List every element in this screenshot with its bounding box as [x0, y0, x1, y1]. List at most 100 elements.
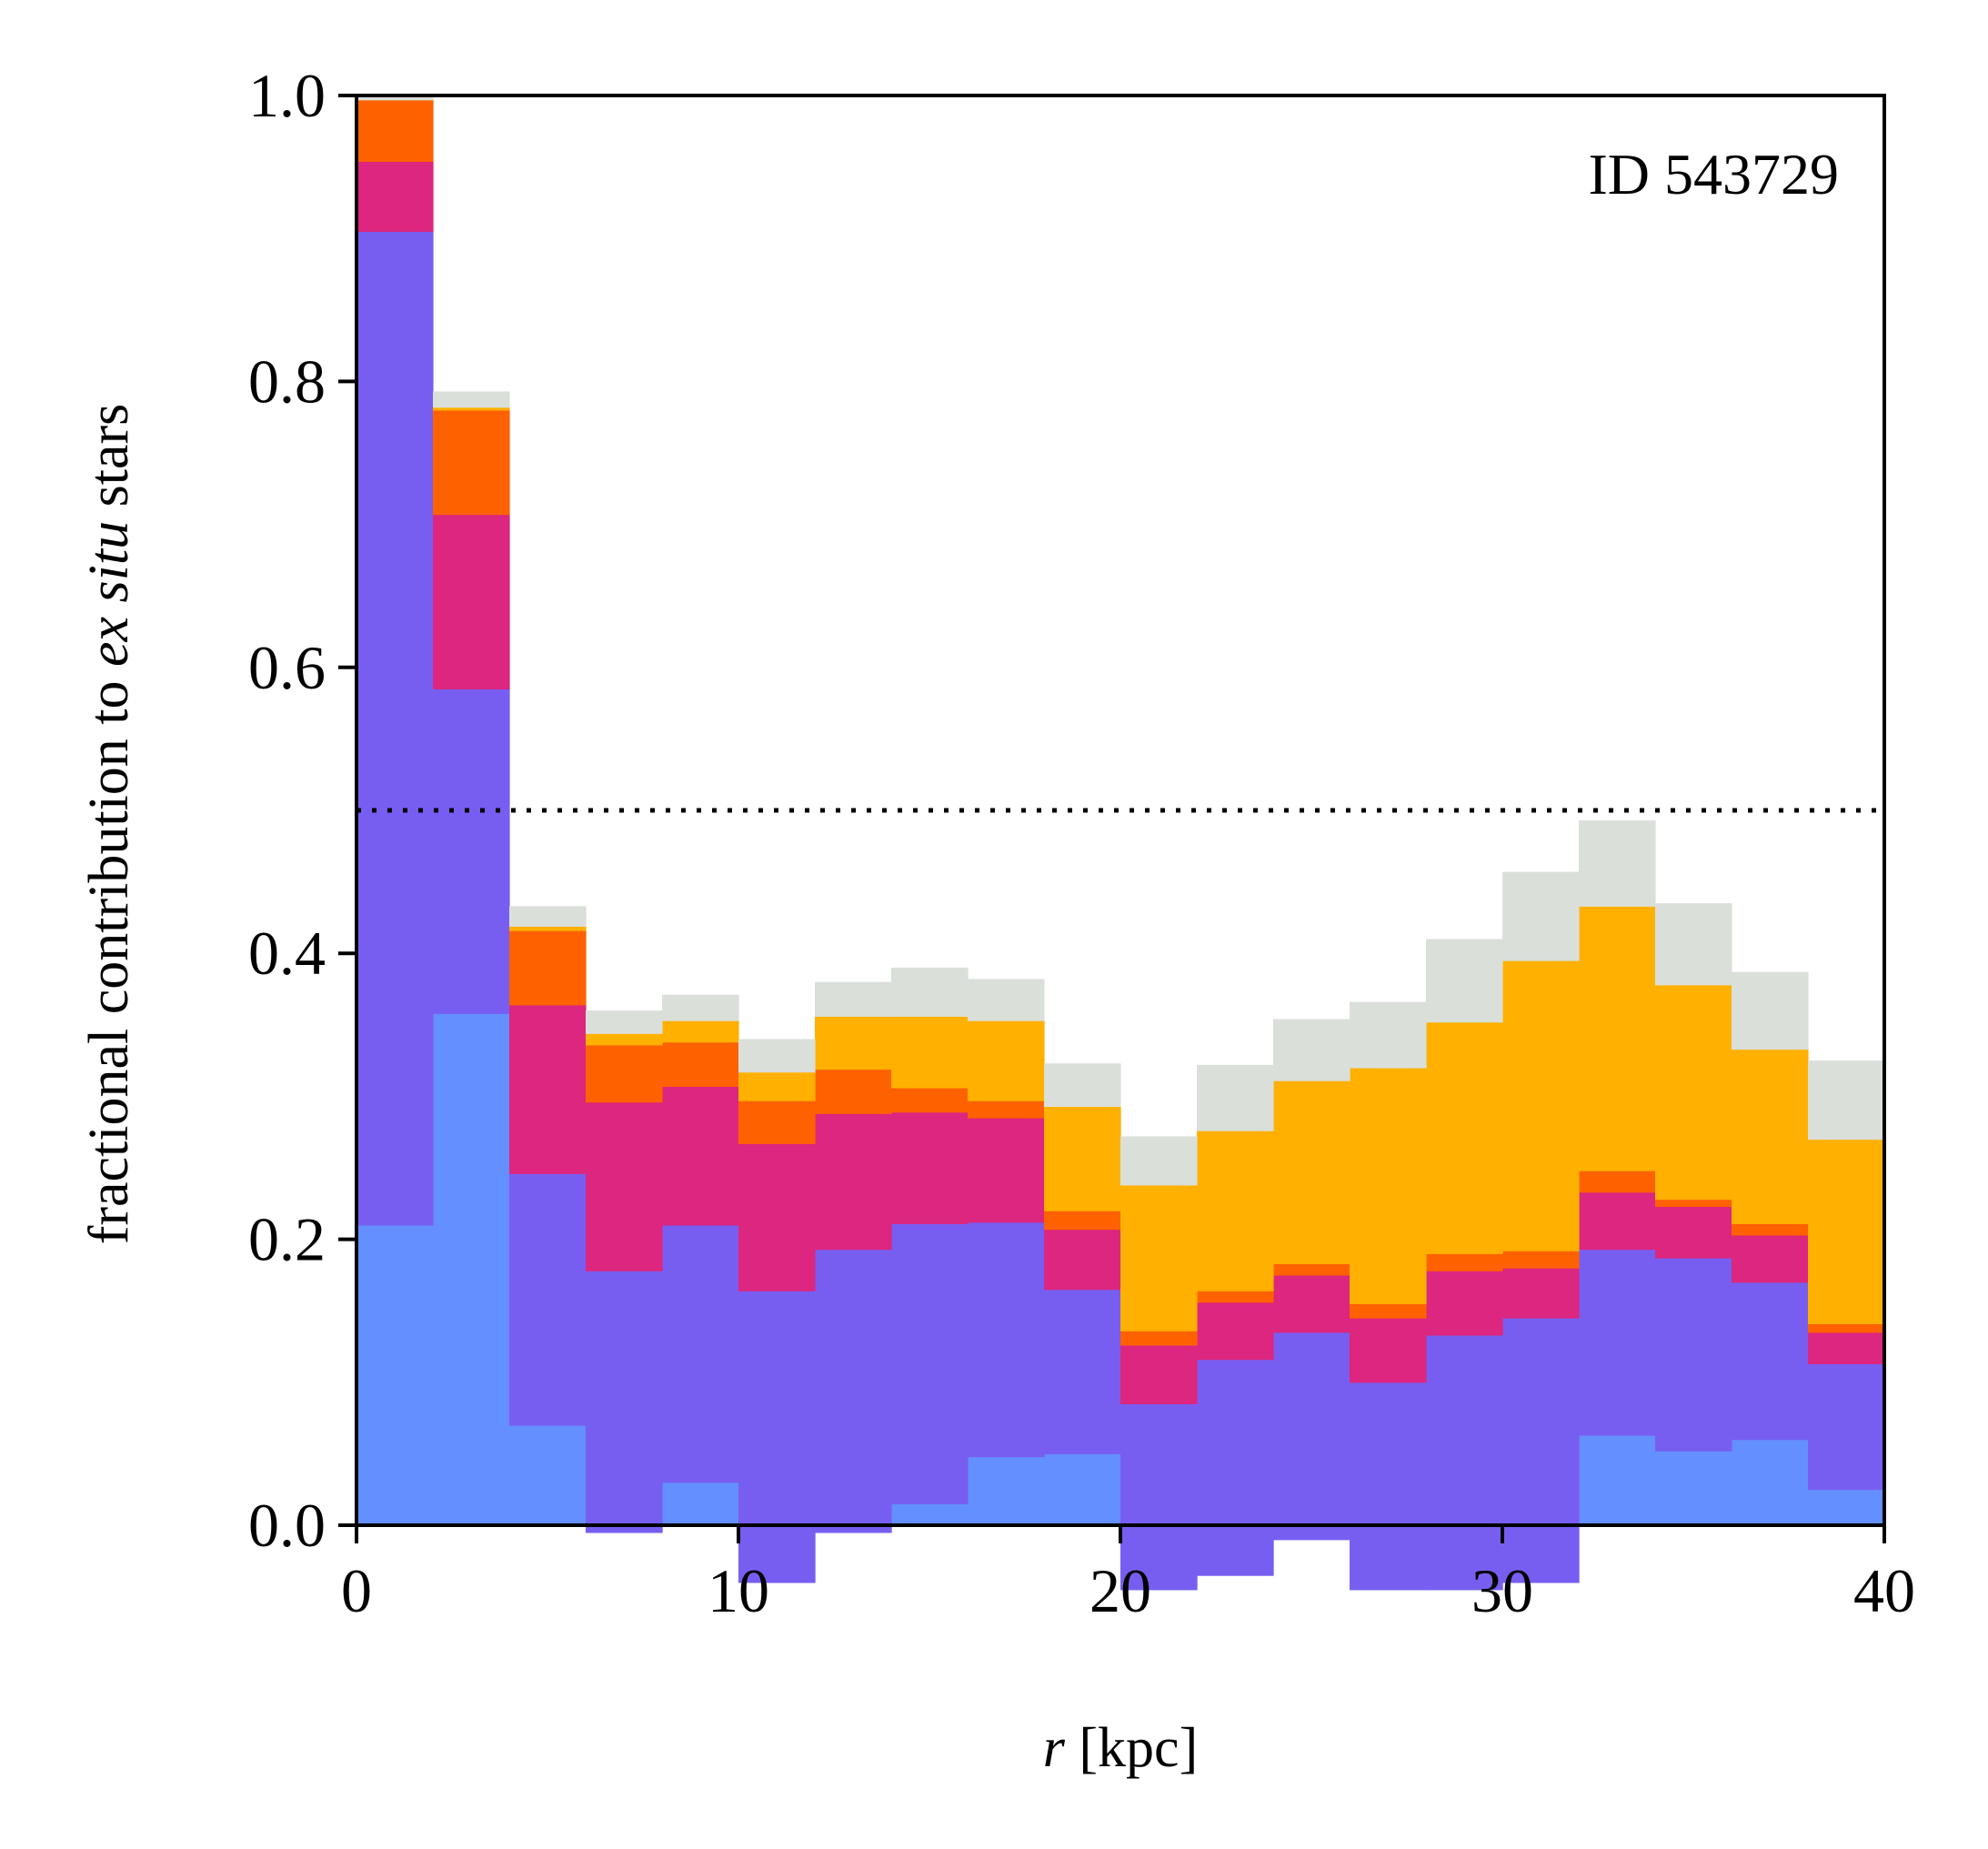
bar-series-3-bin-9	[1044, 1211, 1121, 1231]
bar-series-1-bin-2	[509, 1173, 587, 1426]
bar-series-5-bin-12	[1273, 1019, 1350, 1081]
bar-series-5-bin-18	[1732, 971, 1809, 1050]
x-axis-label-var: r	[1043, 1717, 1066, 1779]
bar-series-3-bin-3	[586, 1044, 663, 1103]
bar-series-2-bin-6	[815, 1113, 892, 1251]
bar-series-4-bin-18	[1732, 1049, 1809, 1224]
bar-series-0-bin-1	[433, 1013, 510, 1526]
bar-series-1-bin-15	[1502, 1318, 1580, 1583]
bar-series-4-bin-13	[1350, 1067, 1427, 1304]
bar-series-1-bin-19	[1808, 1363, 1885, 1491]
bar-series-3-bin-14	[1426, 1253, 1503, 1271]
galaxy-id-annotation: ID 543729	[1588, 142, 1839, 206]
bar-series-1-bin-18	[1732, 1281, 1809, 1441]
bar-series-2-bin-3	[586, 1101, 663, 1271]
bar-series-4-bin-14	[1426, 1021, 1503, 1254]
y-axis-label-italic: ex situ	[78, 521, 140, 667]
y-axis-label: fractional contribution to ex situ stars	[78, 404, 140, 1245]
bar-series-3-bin-5	[738, 1100, 816, 1144]
bar-series-0-bin-4	[662, 1482, 739, 1526]
bar-series-1-bin-0	[356, 231, 434, 1226]
bar-series-3-bin-12	[1273, 1263, 1350, 1276]
bar-series-4-bin-16	[1579, 906, 1656, 1171]
bar-series-5-bin-2	[509, 906, 587, 927]
bar-series-3-bin-15	[1502, 1251, 1580, 1269]
bar-series-3-bin-8	[968, 1100, 1045, 1119]
bar-series-4-bin-15	[1502, 960, 1580, 1251]
bar-series-4-bin-1	[433, 407, 510, 411]
bar-series-3-bin-10	[1120, 1331, 1198, 1346]
bar-series-1-bin-13	[1350, 1382, 1427, 1591]
bar-series-2-bin-8	[968, 1117, 1045, 1223]
bar-series-5-bin-3	[586, 1010, 663, 1034]
bar-series-2-bin-19	[1808, 1331, 1885, 1364]
bar-series-3-bin-1	[433, 409, 510, 516]
bar-series-0-bin-9	[1044, 1453, 1121, 1526]
bar-series-0-bin-19	[1808, 1489, 1885, 1526]
bar-series-1-bin-11	[1197, 1359, 1274, 1576]
bar-series-5-bin-0	[356, 95, 434, 101]
bar-series-4-bin-11	[1197, 1131, 1274, 1291]
bar-series-2-bin-5	[738, 1143, 816, 1291]
x-axis-ticks: 0 10 20 30 40	[341, 1525, 1915, 1625]
bar-series-3-bin-13	[1350, 1303, 1427, 1319]
x-tick-label: 10	[708, 1556, 769, 1625]
bar-series-3-bin-16	[1579, 1171, 1656, 1193]
bar-series-5-bin-8	[968, 979, 1045, 1021]
bar-series-5-bin-6	[815, 981, 892, 1017]
bar-series-5-bin-1	[433, 391, 510, 408]
bar-series-4-bin-10	[1120, 1184, 1198, 1331]
bar-series-5-bin-14	[1426, 939, 1503, 1023]
bar-series-2-bin-0	[356, 161, 434, 232]
bar-series-2-bin-18	[1732, 1234, 1809, 1283]
bar-series-5-bin-4	[662, 994, 739, 1021]
bar-series-1-bin-1	[433, 688, 510, 1014]
bar-series-1-bin-8	[968, 1221, 1045, 1458]
bar-series-2-bin-9	[1044, 1229, 1121, 1291]
bar-series-4-bin-19	[1808, 1139, 1885, 1324]
x-tick-label: 0	[341, 1556, 372, 1625]
bar-series-5-bin-16	[1579, 820, 1656, 907]
bar-series-2-bin-10	[1120, 1344, 1198, 1404]
bar-series-1-bin-10	[1120, 1403, 1198, 1591]
bar-series-2-bin-11	[1197, 1301, 1274, 1361]
bar-series-1-bin-7	[891, 1223, 969, 1505]
bar-series-3-bin-2	[509, 930, 587, 1006]
bar-series-4-bin-12	[1273, 1080, 1350, 1264]
bar-series-0-bin-16	[1579, 1434, 1656, 1526]
bar-series-3-bin-0	[356, 99, 434, 162]
bar-series-5-bin-7	[891, 967, 969, 1017]
bar-series-1-bin-9	[1044, 1289, 1121, 1454]
bar-series-1-bin-12	[1273, 1331, 1350, 1541]
bar-series-2-bin-12	[1273, 1274, 1350, 1333]
bar-series-0-bin-0	[356, 1224, 434, 1526]
bar-series-5-bin-19	[1808, 1060, 1885, 1141]
x-tick-label: 40	[1853, 1556, 1915, 1625]
bar-series-0-bin-8	[968, 1456, 1045, 1526]
bar-series-4-bin-5	[738, 1071, 816, 1101]
bar-series-5-bin-5	[738, 1039, 816, 1073]
x-tick-label: 30	[1471, 1556, 1533, 1625]
bar-series-5-bin-10	[1120, 1136, 1198, 1186]
bar-series-2-bin-16	[1579, 1191, 1656, 1251]
bar-series-4-bin-6	[815, 1016, 892, 1070]
y-tick-label: 0.6	[248, 633, 326, 702]
bar-series-1-bin-4	[662, 1224, 739, 1483]
x-axis-label-unit: [kpc]	[1065, 1717, 1198, 1779]
bar-series-0-bin-17	[1655, 1451, 1732, 1526]
bar-series-1-bin-17	[1655, 1258, 1732, 1452]
y-axis-ticks: 0.0 0.2 0.4 0.6 0.8 1.0	[248, 61, 356, 1560]
bar-series-2-bin-1	[433, 514, 510, 689]
bar-series-2-bin-2	[509, 1004, 587, 1174]
bar-series-1-bin-14	[1426, 1334, 1503, 1591]
bar-series-2-bin-4	[662, 1086, 739, 1226]
bar-series-5-bin-17	[1655, 903, 1732, 986]
bar-series-1-bin-16	[1579, 1249, 1656, 1436]
bar-series-2-bin-7	[891, 1111, 969, 1224]
bar-series-0-bin-18	[1732, 1439, 1809, 1526]
bar-series-5-bin-13	[1350, 1001, 1427, 1069]
bar-series-5-bin-15	[1502, 871, 1580, 961]
bar-series-5-bin-9	[1044, 1063, 1121, 1107]
bar-series-2-bin-17	[1655, 1206, 1732, 1259]
